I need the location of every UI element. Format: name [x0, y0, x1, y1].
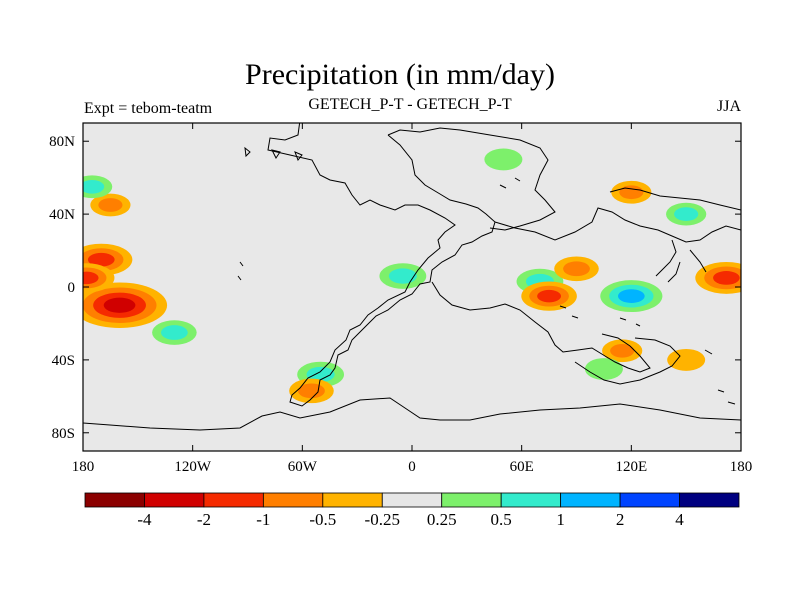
season-label: JJA [716, 98, 741, 115]
precip-contour [484, 148, 523, 171]
precip-contour [388, 268, 417, 284]
island-arc-coastline [655, 239, 707, 283]
colorbar-swatch [500, 492, 562, 508]
colorbar-swatch [560, 492, 621, 508]
siberia-coastline [609, 187, 741, 211]
colorbar-label: 0.5 [491, 510, 512, 529]
island-coastlines [237, 146, 736, 405]
y-tick-label: 0 [68, 280, 76, 296]
precip-contour [618, 289, 645, 303]
x-tick-label: 60E [510, 459, 534, 475]
x-tick-label: 180 [730, 459, 753, 475]
arctic-coastline [387, 127, 556, 231]
precip-contour [674, 207, 699, 221]
precipitation-field [83, 148, 741, 404]
dataset-label: GETECH_P-T - GETECH_P-T [308, 96, 512, 113]
coastlines [83, 123, 741, 431]
colorbar-swatch [441, 492, 502, 508]
antarctica-coastline [83, 397, 741, 431]
colorbar: -4 -2 -1 -0.5 -0.25 0.25 0.5 1 2 4 [84, 492, 740, 529]
colorbar-swatch [619, 492, 680, 508]
x-tick-label: 120W [174, 459, 212, 475]
colorbar-swatch [262, 492, 324, 508]
colorbar-label: 2 [616, 510, 625, 529]
precip-contour [306, 366, 335, 383]
colorbar-label: 1 [556, 510, 565, 529]
americas-coastline [267, 123, 496, 407]
africa-coastline [431, 281, 651, 373]
x-tick-label: 0 [408, 459, 416, 475]
precip-contour [87, 252, 115, 267]
colorbar-swatch [679, 492, 740, 508]
colorbar-swatch [84, 492, 145, 508]
y-tick-label: 80N [49, 134, 75, 150]
precip-contour [610, 343, 635, 358]
eurasia-coastline [494, 207, 741, 243]
colorbar-swatch [144, 492, 205, 508]
colorbar-label: -1 [256, 510, 270, 529]
precip-contour [103, 297, 136, 313]
colorbar-label: 4 [675, 510, 684, 529]
precip-contour [98, 198, 123, 212]
colorbar-swatch [381, 492, 443, 508]
precip-contour [298, 383, 325, 399]
y-axis: 80N 40N 0 40S 80S [49, 134, 741, 442]
precip-contour [83, 179, 105, 194]
precip-contour [83, 271, 99, 285]
precip-contour [537, 289, 561, 303]
x-tick-label: 180 [72, 459, 95, 475]
precip-contour [667, 348, 706, 371]
y-tick-label: 80S [52, 426, 75, 442]
precip-contour [161, 325, 188, 340]
colorbar-label: 0.25 [427, 510, 457, 529]
colorbar-label: -4 [137, 510, 152, 529]
x-tick-label: 60W [288, 459, 318, 475]
x-tick-label: 120E [615, 459, 647, 475]
chart-title: Precipitation (in mm/day) [245, 58, 555, 91]
precip-contour [713, 271, 740, 285]
colorbar-label: -0.25 [365, 510, 400, 529]
precip-contour [563, 261, 590, 277]
colorbar-swatch [322, 492, 383, 508]
precip-contour [584, 358, 623, 380]
colorbar-label: -0.5 [309, 510, 336, 529]
experiment-label: Expt = tebom-teatm [84, 100, 213, 117]
colorbar-label: -2 [197, 510, 211, 529]
colorbar-swatch [203, 492, 264, 508]
x-axis: 180 120W 60W 0 60E 120E 180 [72, 123, 753, 475]
precip-contour [619, 185, 644, 200]
y-tick-label: 40S [52, 353, 75, 369]
australia-coastline [574, 337, 681, 385]
y-tick-label: 40N [49, 207, 75, 223]
